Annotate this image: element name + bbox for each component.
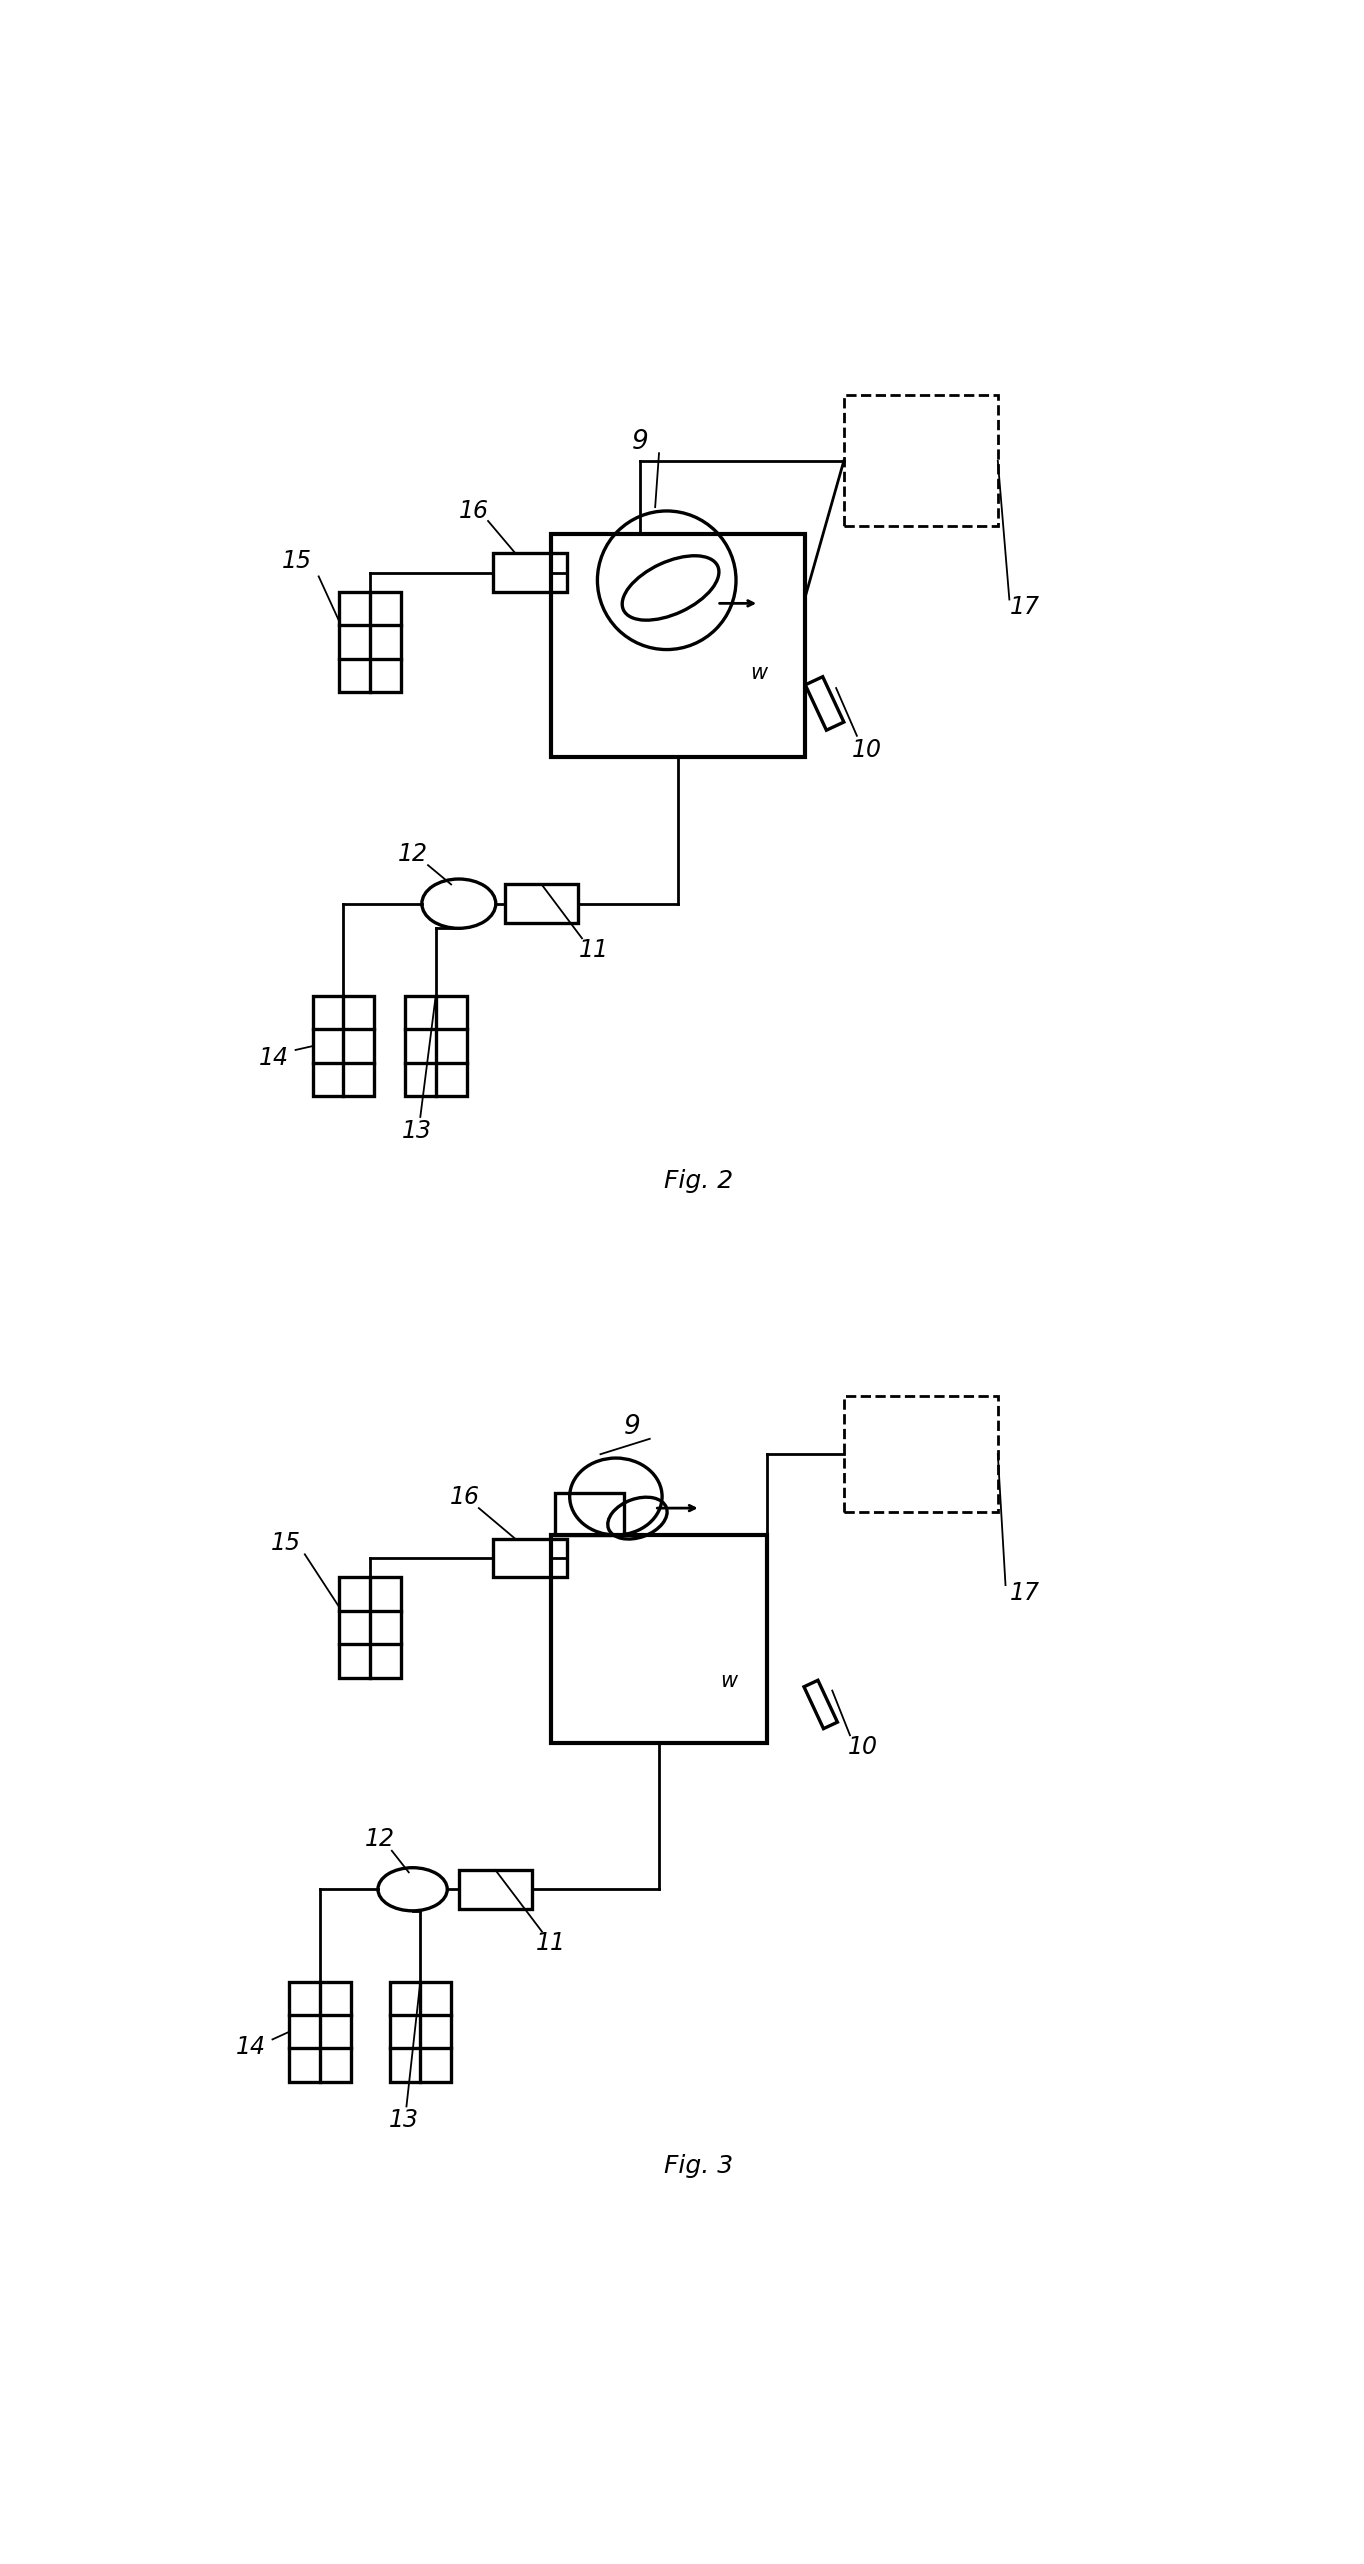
Text: 10: 10	[848, 1736, 878, 1759]
Bar	[505, 885, 578, 923]
Text: 10: 10	[852, 738, 883, 762]
Text: 12: 12	[398, 841, 427, 867]
Bar	[340, 592, 401, 692]
Bar	[405, 995, 466, 1097]
Bar	[340, 1577, 401, 1677]
Text: 14: 14	[259, 1046, 289, 1069]
Text: 16: 16	[450, 1485, 480, 1508]
Bar	[551, 533, 805, 756]
Bar	[551, 1536, 767, 1744]
Bar	[458, 1869, 532, 1908]
Bar	[844, 1397, 998, 1513]
Text: Fig. 3: Fig. 3	[664, 2154, 734, 2179]
Bar	[289, 1982, 351, 2082]
Text: 11: 11	[578, 938, 608, 962]
Bar	[555, 1492, 625, 1536]
Text: 15: 15	[282, 549, 312, 572]
Text: 17: 17	[1009, 1582, 1039, 1605]
Bar	[312, 995, 374, 1097]
Text: Fig. 2: Fig. 2	[664, 1169, 734, 1192]
Text: 14: 14	[236, 2036, 266, 2059]
Text: 12: 12	[366, 1828, 396, 1851]
Text: 17: 17	[1009, 595, 1039, 620]
Bar	[390, 1982, 451, 2082]
Bar	[844, 395, 998, 526]
Text: 11: 11	[536, 1931, 566, 1956]
Text: 13: 13	[389, 2108, 419, 2133]
Text: 15: 15	[270, 1531, 300, 1554]
Bar	[494, 554, 566, 592]
Text: 13: 13	[401, 1118, 431, 1144]
Text: w: w	[720, 1672, 737, 1692]
Bar	[494, 1538, 566, 1577]
Text: 9: 9	[632, 428, 648, 454]
Text: w: w	[750, 662, 768, 682]
Text: 9: 9	[623, 1415, 641, 1441]
Text: 16: 16	[460, 500, 490, 523]
